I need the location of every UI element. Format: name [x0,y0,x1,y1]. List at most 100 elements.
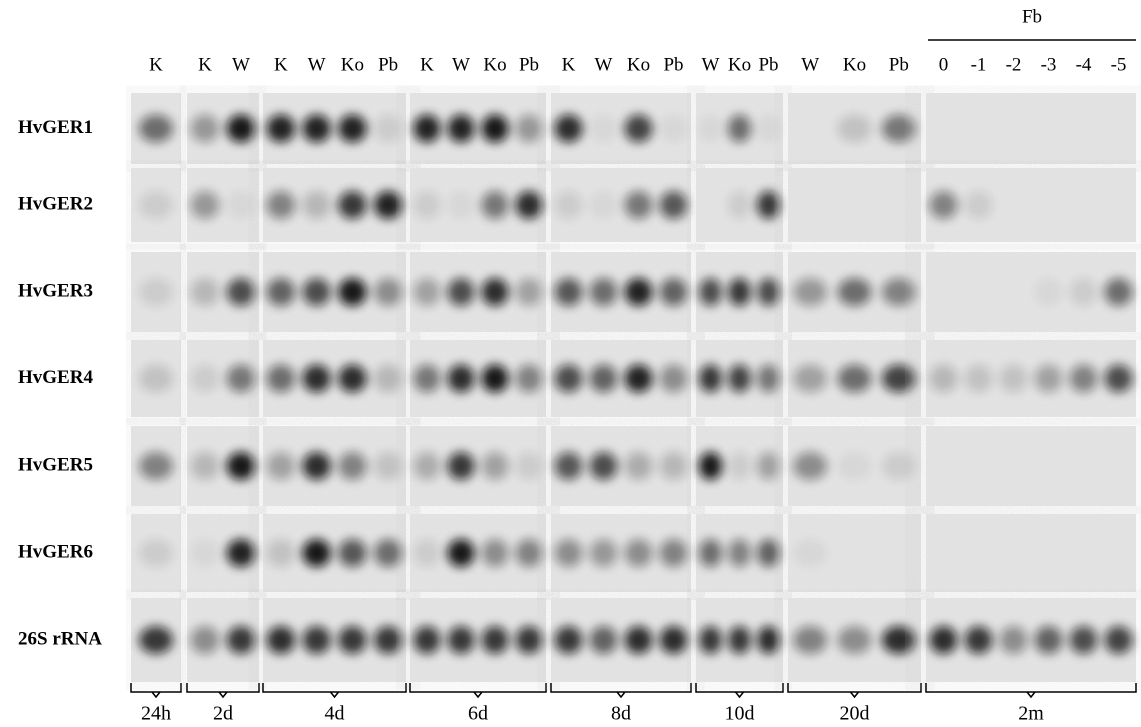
band [624,539,653,567]
band [554,452,583,480]
band [756,626,781,654]
band [302,114,331,143]
lane-label: W [595,54,613,75]
band [139,191,173,219]
band [373,626,403,654]
band [139,452,173,480]
band [413,626,441,654]
band [302,452,331,480]
band [837,626,872,654]
band [515,114,543,143]
band [929,191,958,219]
band [881,278,916,306]
band [226,114,256,143]
row-label: HvGER5 [18,454,93,475]
band [756,539,781,567]
band [515,539,543,567]
band [881,364,916,393]
group-header: Fb [1022,6,1042,27]
band [624,626,653,654]
blot-grain [788,168,921,242]
band [964,626,993,654]
band [793,452,828,480]
band [589,626,618,654]
lane-label: W [702,54,720,75]
band [139,114,173,143]
band [226,191,256,219]
lane-label: K [198,54,212,75]
band [190,114,220,143]
band [373,539,403,567]
band [226,364,256,393]
band [881,114,916,143]
band [624,278,653,306]
band [190,452,220,480]
group-label: 2d [213,703,233,725]
band [999,364,1028,393]
band [447,114,475,143]
band [515,452,543,480]
band [481,452,509,480]
band [589,539,618,567]
band [447,626,475,654]
band [727,364,752,393]
band [266,452,296,480]
band [338,364,367,393]
group-bracket [186,683,260,699]
band [1069,278,1098,306]
band [413,452,441,480]
lane-label: Pb [663,54,683,75]
band [698,626,723,654]
band [756,278,781,306]
band [1069,626,1098,654]
band [793,539,828,567]
band [698,364,723,393]
lane-label: Ko [341,54,364,75]
lane-label: -5 [1111,54,1127,75]
band [338,539,367,567]
lane-label: Pb [758,54,778,75]
band [190,191,220,219]
band [481,278,509,306]
band [190,364,220,393]
lane-label: Ko [843,54,866,75]
group-label: 6d [468,703,488,725]
group-bracket [409,683,547,699]
band [226,626,256,654]
band [266,539,296,567]
band [515,191,543,219]
band [302,278,331,306]
row-label: HvGER4 [18,367,93,388]
band [515,278,543,306]
band [302,191,331,219]
band [1034,278,1063,306]
band [266,364,296,393]
blot-grain [926,598,1136,682]
lane-label: Ko [728,54,751,75]
blot-grain [926,340,1136,417]
band [481,364,509,393]
band [447,452,475,480]
band [515,626,543,654]
band [413,539,441,567]
lane-label: W [232,54,250,75]
band [515,364,543,393]
band [659,114,688,143]
band [1104,278,1133,306]
group-label: 20d [840,703,870,725]
band [727,626,752,654]
band [698,114,723,143]
band [447,539,475,567]
group-label: 24h [141,703,171,725]
band [727,114,752,143]
band [139,626,173,654]
band [302,626,331,654]
group-bracket [550,683,692,699]
row-label: 26S rRNA [18,628,102,649]
band [190,626,220,654]
band [481,539,509,567]
group-label: 2m [1018,703,1044,725]
band [373,278,403,306]
band [1104,364,1133,393]
lane-label: W [452,54,470,75]
